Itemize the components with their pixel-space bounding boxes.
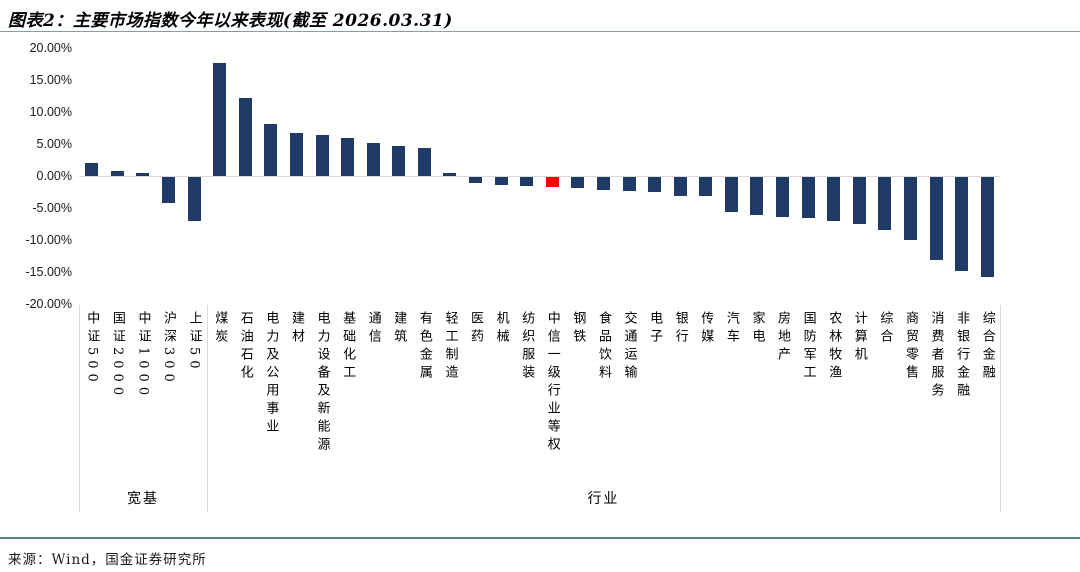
y-tick-label: 20.00%	[29, 41, 72, 55]
bar	[827, 177, 841, 221]
x-category-label: 综合金融	[979, 311, 995, 383]
bar	[136, 173, 150, 176]
x-category-label: 纺织服装	[519, 311, 535, 383]
y-tick-label: -20.00%	[25, 297, 72, 311]
x-category-label: 煤炭	[212, 311, 228, 347]
bar	[162, 177, 176, 204]
x-category-label: 综合	[877, 311, 893, 347]
x-category-label: 交通运输	[621, 311, 637, 383]
bar	[392, 145, 406, 176]
bar	[366, 143, 380, 176]
x-category-label: 中证500	[84, 311, 100, 387]
bar	[469, 177, 483, 184]
x-category-label: 电力设备及新能源	[314, 311, 330, 455]
group-separator	[1000, 305, 1001, 512]
x-category-label: 基础化工	[340, 311, 356, 383]
bar	[571, 177, 585, 188]
x-category-label: 石油石化	[237, 311, 253, 383]
x-category-label: 中证1000	[135, 311, 151, 401]
x-category-label: 轻工制造	[442, 311, 458, 383]
figure-title: 图表2：主要市场指数今年以来表现(截至 2026.03.31)	[8, 11, 453, 31]
zero-axis-line	[79, 176, 1000, 177]
bar	[417, 148, 431, 176]
x-category-label: 通信	[365, 311, 381, 347]
bar	[110, 170, 124, 176]
bar	[264, 124, 278, 176]
bar	[955, 177, 969, 272]
bar	[724, 177, 738, 213]
bar	[776, 177, 790, 217]
y-tick-label: 5.00%	[36, 137, 72, 151]
x-category-label: 房地产	[775, 311, 791, 365]
x-category-label: 建材	[288, 311, 304, 347]
bar	[852, 177, 866, 224]
x-category-label: 机械	[493, 311, 509, 347]
x-category-label: 传媒	[698, 311, 714, 347]
x-category-label: 有色金属	[416, 311, 432, 383]
bar	[622, 177, 636, 192]
x-category-label: 国证2000	[109, 311, 125, 401]
bar	[289, 133, 303, 176]
bar-chart: 20.00% 15.00% 10.00% 5.00% 0.00% -5.00% -10.00…	[25, 41, 1001, 512]
x-category-label: 医药	[468, 311, 484, 347]
bar	[238, 97, 252, 176]
y-tick-label: -10.00%	[25, 233, 72, 247]
bar	[213, 62, 227, 176]
x-category-label: 建筑	[391, 311, 407, 347]
bar	[443, 173, 457, 176]
bar	[596, 177, 610, 191]
bar	[929, 177, 943, 260]
bar	[315, 135, 329, 176]
bar	[187, 177, 201, 222]
x-category-label: 沪深300	[161, 311, 177, 387]
x-category-label: 农林牧渔	[826, 311, 842, 383]
x-category-label: 消费者服务	[928, 311, 944, 401]
footer-divider	[0, 537, 1080, 539]
x-category-label: 电子	[647, 311, 663, 347]
group-label: 行业	[587, 491, 620, 507]
bar	[648, 177, 662, 193]
x-category-label: 食品饮料	[595, 311, 611, 383]
title-divider	[0, 31, 1080, 32]
bar-highlighted	[545, 177, 559, 188]
y-tick-label: -5.00%	[32, 201, 72, 215]
x-category-label: 上证50	[186, 311, 202, 374]
x-category-label: 中信一级行业等权	[544, 311, 560, 455]
x-category-label: 电力及公用事业	[263, 311, 279, 437]
bar	[878, 177, 892, 231]
bar	[494, 177, 508, 186]
bar	[699, 177, 713, 197]
bar	[673, 177, 687, 196]
group-separator	[79, 305, 80, 512]
bar	[980, 177, 994, 278]
x-category-label: 钢铁	[570, 311, 586, 347]
x-category-label: 国防军工	[800, 311, 816, 383]
bar	[520, 177, 534, 186]
bar	[903, 177, 917, 240]
x-category-label: 家电	[749, 311, 765, 347]
bar	[85, 163, 99, 176]
x-category-label: 银行	[672, 311, 688, 347]
y-tick-label: 15.00%	[29, 73, 72, 87]
group-separator	[207, 305, 208, 512]
x-category-label: 商贸零售	[902, 311, 918, 383]
group-label: 宽基	[126, 491, 159, 507]
bar	[341, 137, 355, 176]
x-category-label: 计算机	[851, 311, 867, 365]
y-tick-label: 10.00%	[29, 105, 72, 119]
x-category-label: 非银行金融	[954, 311, 970, 401]
source-note: 来源：Wind，国金证券研究所	[8, 552, 207, 568]
y-tick-label: 0.00%	[36, 169, 72, 183]
y-tick-label: -15.00%	[25, 265, 72, 279]
bar	[750, 177, 764, 216]
bar	[801, 177, 815, 218]
x-category-label: 汽车	[723, 311, 739, 347]
